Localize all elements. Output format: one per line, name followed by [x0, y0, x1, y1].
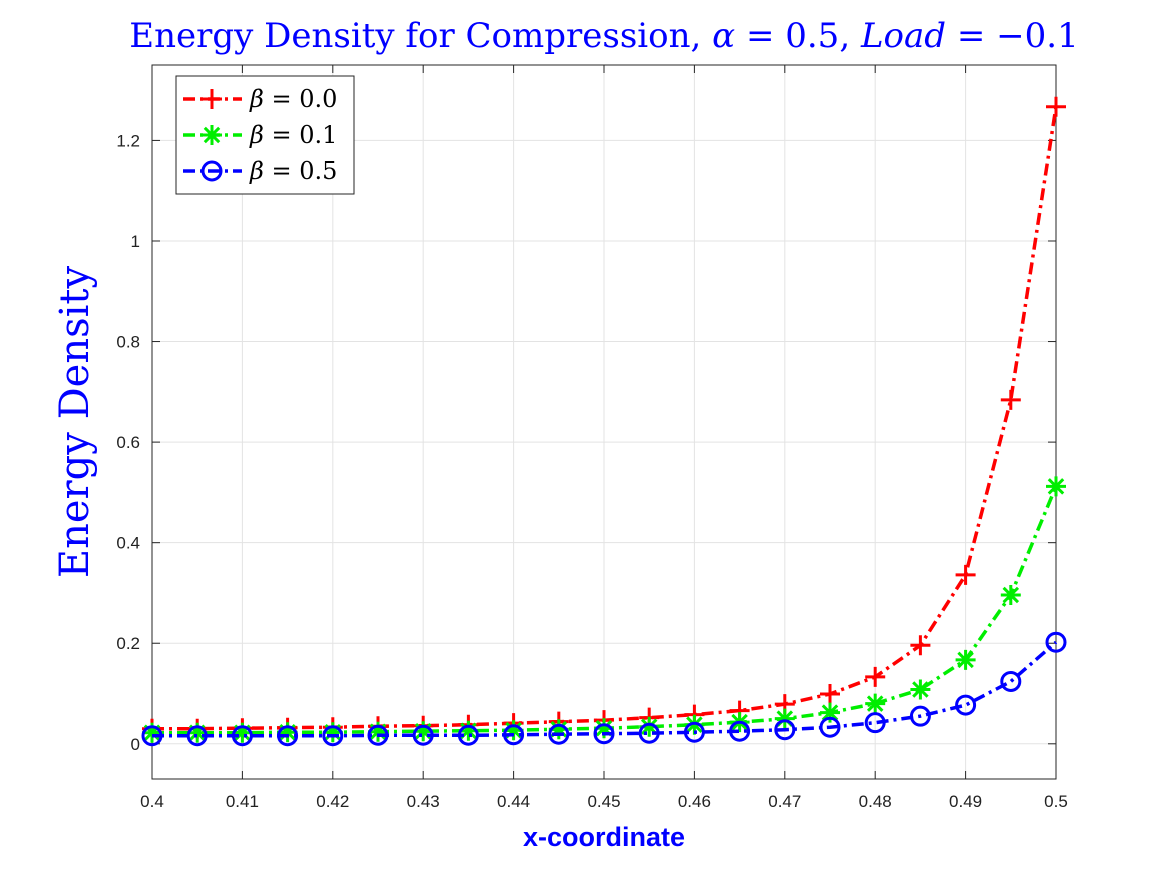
chart-title: Energy Density for Compression, α = 0.5,… [129, 16, 1078, 56]
title-load-symbol: Load [860, 16, 946, 56]
legend-value: = 0.0 [264, 85, 338, 113]
series-group [141, 96, 1067, 747]
data-point-marker [413, 721, 434, 742]
data-point-marker [548, 723, 570, 745]
data-point-marker [819, 716, 841, 738]
legend-value: = 0.1 [264, 121, 338, 149]
data-point-marker [774, 719, 796, 741]
data-point-marker [910, 635, 931, 656]
data-point-marker [955, 649, 976, 670]
y-axis-label: Energy Density [52, 266, 98, 579]
data-point-marker [1000, 389, 1021, 410]
legend-marker [202, 89, 222, 109]
x-tick-label: 0.41 [226, 792, 259, 811]
x-tick-label: 0.5 [1044, 792, 1068, 811]
legend-label: β = 0.0 [249, 85, 337, 113]
x-tick-label: 0.47 [768, 792, 801, 811]
data-point-marker [1045, 631, 1067, 653]
legend-label: β = 0.1 [249, 121, 337, 149]
legend-entry-1: β = 0.1 [183, 121, 337, 149]
title-load-value: = −0.1 [946, 16, 1079, 56]
series-line [152, 640, 1058, 738]
data-point-marker [412, 724, 434, 746]
data-point-marker [955, 564, 976, 585]
legend-entry-0: β = 0.0 [183, 85, 337, 113]
data-point-marker [639, 716, 660, 737]
x-tick-label: 0.45 [587, 792, 620, 811]
legend-symbol: β [249, 121, 264, 149]
y-tick-label: 1 [131, 232, 140, 251]
data-point-marker [186, 725, 208, 747]
legend-marker [202, 125, 222, 145]
data-point-marker [458, 720, 479, 741]
data-point-marker [683, 721, 705, 743]
data-point-marker [322, 725, 344, 747]
data-point-marker [638, 722, 660, 744]
series-2 [141, 631, 1067, 747]
data-point-marker [820, 684, 840, 705]
x-tick-label: 0.4 [140, 792, 164, 811]
data-point-marker [141, 725, 163, 747]
data-point-marker [277, 722, 298, 743]
data-point-marker [910, 679, 931, 700]
y-tick-label: 0.4 [116, 534, 140, 553]
legend-entry-2: β = 0.5 [183, 157, 337, 185]
data-point-marker [457, 724, 479, 746]
data-point-marker [1046, 96, 1066, 117]
data-point-marker [322, 722, 343, 743]
data-point-marker [820, 702, 840, 723]
x-axis-label: x-coordinate [523, 822, 685, 852]
legend-marker [201, 160, 223, 182]
data-point-marker [503, 720, 524, 741]
data-point-marker [367, 724, 389, 746]
legend: β = 0.0β = 0.1β = 0.5 [175, 75, 355, 195]
title-prefix: Energy Density for Compression, [129, 16, 712, 56]
data-point-marker [593, 723, 615, 745]
data-point-marker [865, 693, 886, 714]
data-point-marker [1000, 670, 1022, 692]
title-alpha-value: = 0.5, [735, 16, 861, 56]
data-point-marker [909, 705, 931, 727]
y-tick-label: 1.2 [116, 131, 140, 150]
legend-value: = 0.5 [264, 157, 338, 185]
x-tick-label: 0.46 [678, 792, 711, 811]
legend-symbol: β [249, 85, 264, 113]
y-tick-label: 0.2 [116, 634, 140, 653]
y-tick-label: 0 [131, 735, 140, 754]
data-point-marker [503, 724, 525, 746]
x-tick-label: 0.48 [859, 792, 892, 811]
data-point-marker [231, 725, 253, 747]
x-tick-label: 0.43 [407, 792, 440, 811]
data-point-marker [1046, 476, 1066, 497]
y-axis-ticks: 0 0.2 0.4 0.6 0.8 1 1.2 [116, 131, 1056, 754]
x-tick-label: 0.49 [949, 792, 982, 811]
x-tick-label: 0.44 [497, 792, 530, 811]
data-point-marker [955, 694, 977, 716]
data-point-marker [548, 719, 569, 740]
data-point-marker [774, 708, 795, 729]
y-tick-label: 0.8 [116, 333, 140, 352]
x-tick-label: 0.42 [316, 792, 349, 811]
data-point-marker [277, 725, 299, 747]
data-point-marker [368, 721, 388, 742]
x-axis-ticks: 0.4 0.41 0.42 0.43 0.44 0.45 0.46 0.47 0.48 0.49 0… [140, 65, 1068, 811]
data-point-marker [232, 722, 253, 743]
data-point-marker [864, 712, 886, 734]
legend-label: β = 0.5 [249, 157, 337, 185]
data-point-marker [729, 720, 751, 742]
data-point-marker [187, 722, 208, 743]
data-point-marker [865, 666, 886, 687]
data-point-marker [594, 718, 614, 739]
y-tick-label: 0.6 [116, 433, 140, 452]
data-point-marker [142, 722, 162, 743]
data-point-marker [1000, 584, 1021, 605]
legend-symbol: β [249, 157, 264, 185]
title-alpha-symbol: α [712, 16, 735, 56]
